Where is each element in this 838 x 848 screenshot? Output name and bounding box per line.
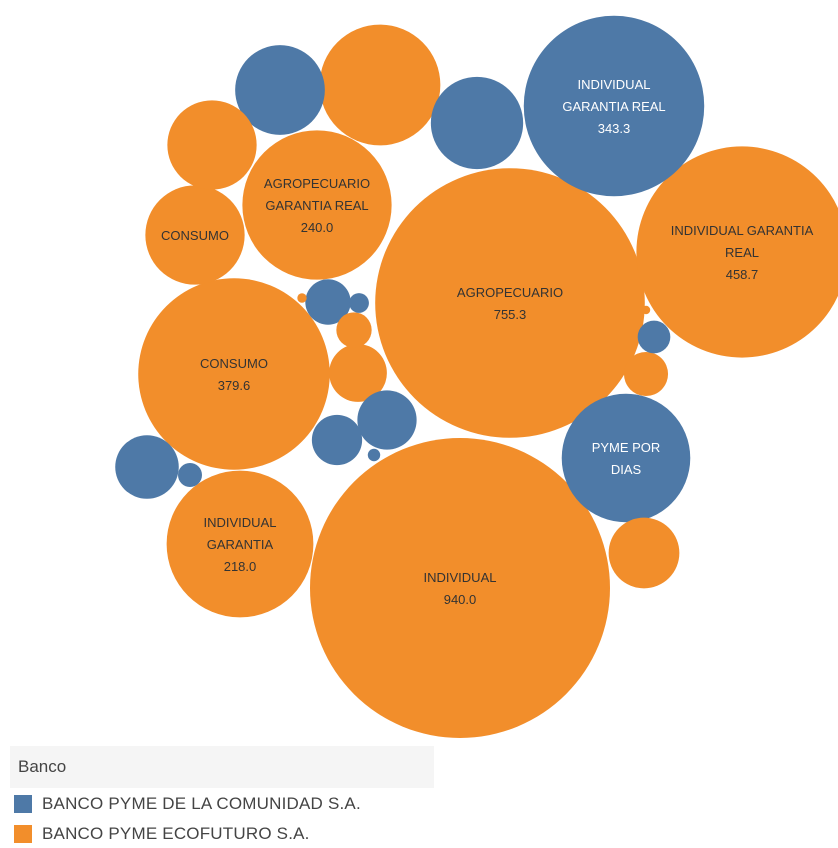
bubble-unlabeled-9[interactable] <box>319 24 441 146</box>
legend-label-comunidad: BANCO PYME DE LA COMUNIDAD S.A. <box>42 794 361 813</box>
bubble-unlabeled-26[interactable] <box>641 305 651 315</box>
bubble-unlabeled-22[interactable] <box>178 463 202 487</box>
bubble-category-label: CONSUMO <box>200 356 268 371</box>
legend-item-ecofuturo[interactable]: BANCO PYME ECOFUTURO S.A. <box>10 820 434 848</box>
bubble-unlabeled-25[interactable] <box>297 293 307 303</box>
bubble-category-label: DIAS <box>611 462 642 477</box>
legend-item-comunidad[interactable]: BANCO PYME DE LA COMUNIDAD S.A. <box>10 790 434 818</box>
bubble-unlabeled-11[interactable] <box>430 76 524 170</box>
bubble-value-label: 343.3 <box>598 121 631 136</box>
bubble-unlabeled-20[interactable] <box>336 312 372 348</box>
bubble-category-label: CONSUMO <box>161 228 229 243</box>
bubble-agropecuario-1[interactable] <box>375 168 645 438</box>
bubble-individual-garantia-real-4[interactable] <box>523 15 705 197</box>
bubble-value-label: 218.0 <box>224 559 257 574</box>
bubble-unlabeled-10[interactable] <box>235 45 325 135</box>
bubble-individual-garantia-real-2[interactable] <box>636 146 838 358</box>
bubble-value-label: 755.3 <box>494 307 527 322</box>
bubble-category-label: REAL <box>725 245 759 260</box>
bubble-unlabeled-14[interactable] <box>115 435 179 499</box>
bubble-unlabeled-15[interactable] <box>329 344 387 402</box>
bubble-unlabeled-21[interactable] <box>637 320 671 354</box>
bubble-category-label: INDIVIDUAL <box>424 570 497 585</box>
bubble-value-label: 940.0 <box>444 592 477 607</box>
bubble-unlabeled-24[interactable] <box>367 448 381 462</box>
bubble-pyme-por-dias-7[interactable] <box>561 393 691 523</box>
legend-label-ecofuturo: BANCO PYME ECOFUTURO S.A. <box>42 824 310 843</box>
bubble-value-label: 379.6 <box>218 378 251 393</box>
bubble-category-label: INDIVIDUAL GARANTIA <box>671 223 814 238</box>
bubble-consumo-3[interactable] <box>138 278 330 470</box>
bubble-agropecuario-garantia-real-5[interactable] <box>242 130 392 280</box>
bubble-unlabeled-23[interactable] <box>349 293 369 313</box>
bubble-unlabeled-17[interactable] <box>311 414 363 466</box>
bubble-category-label: INDIVIDUAL <box>578 77 651 92</box>
bubble-individual-garantia-6[interactable] <box>166 470 314 618</box>
bubble-chart: INDIVIDUAL 940.0 AGROPECUARIO 755.3 INDIVIDU… <box>115 15 838 738</box>
bubble-unlabeled-18[interactable] <box>305 279 351 325</box>
bubble-individual-0[interactable] <box>310 438 610 738</box>
bubble-category-label: AGROPECUARIO <box>457 285 563 300</box>
bubble-unlabeled-19[interactable] <box>623 351 669 397</box>
bubble-unlabeled-16[interactable] <box>357 390 417 450</box>
bubble-value-label: 240.0 <box>301 220 334 235</box>
bubble-consumo-8[interactable] <box>145 185 245 285</box>
legend-title: Banco <box>10 746 434 788</box>
bubble-unlabeled-13[interactable] <box>608 517 680 589</box>
bubble-category-label: GARANTIA <box>207 537 274 552</box>
bubble-category-label: GARANTIA REAL <box>562 99 665 114</box>
legend: Banco BANCO PYME DE LA COMUNIDAD S.A. BA… <box>10 746 434 848</box>
bubble-category-label: GARANTIA REAL <box>265 198 368 213</box>
legend-swatch-comunidad <box>14 795 32 813</box>
bubble-value-label: 458.7 <box>726 267 759 282</box>
bubble-category-label: PYME POR <box>592 440 661 455</box>
legend-swatch-ecofuturo <box>14 825 32 843</box>
bubble-unlabeled-12[interactable] <box>167 100 257 190</box>
bubble-category-label: INDIVIDUAL <box>204 515 277 530</box>
bubble-category-label: AGROPECUARIO <box>264 176 370 191</box>
